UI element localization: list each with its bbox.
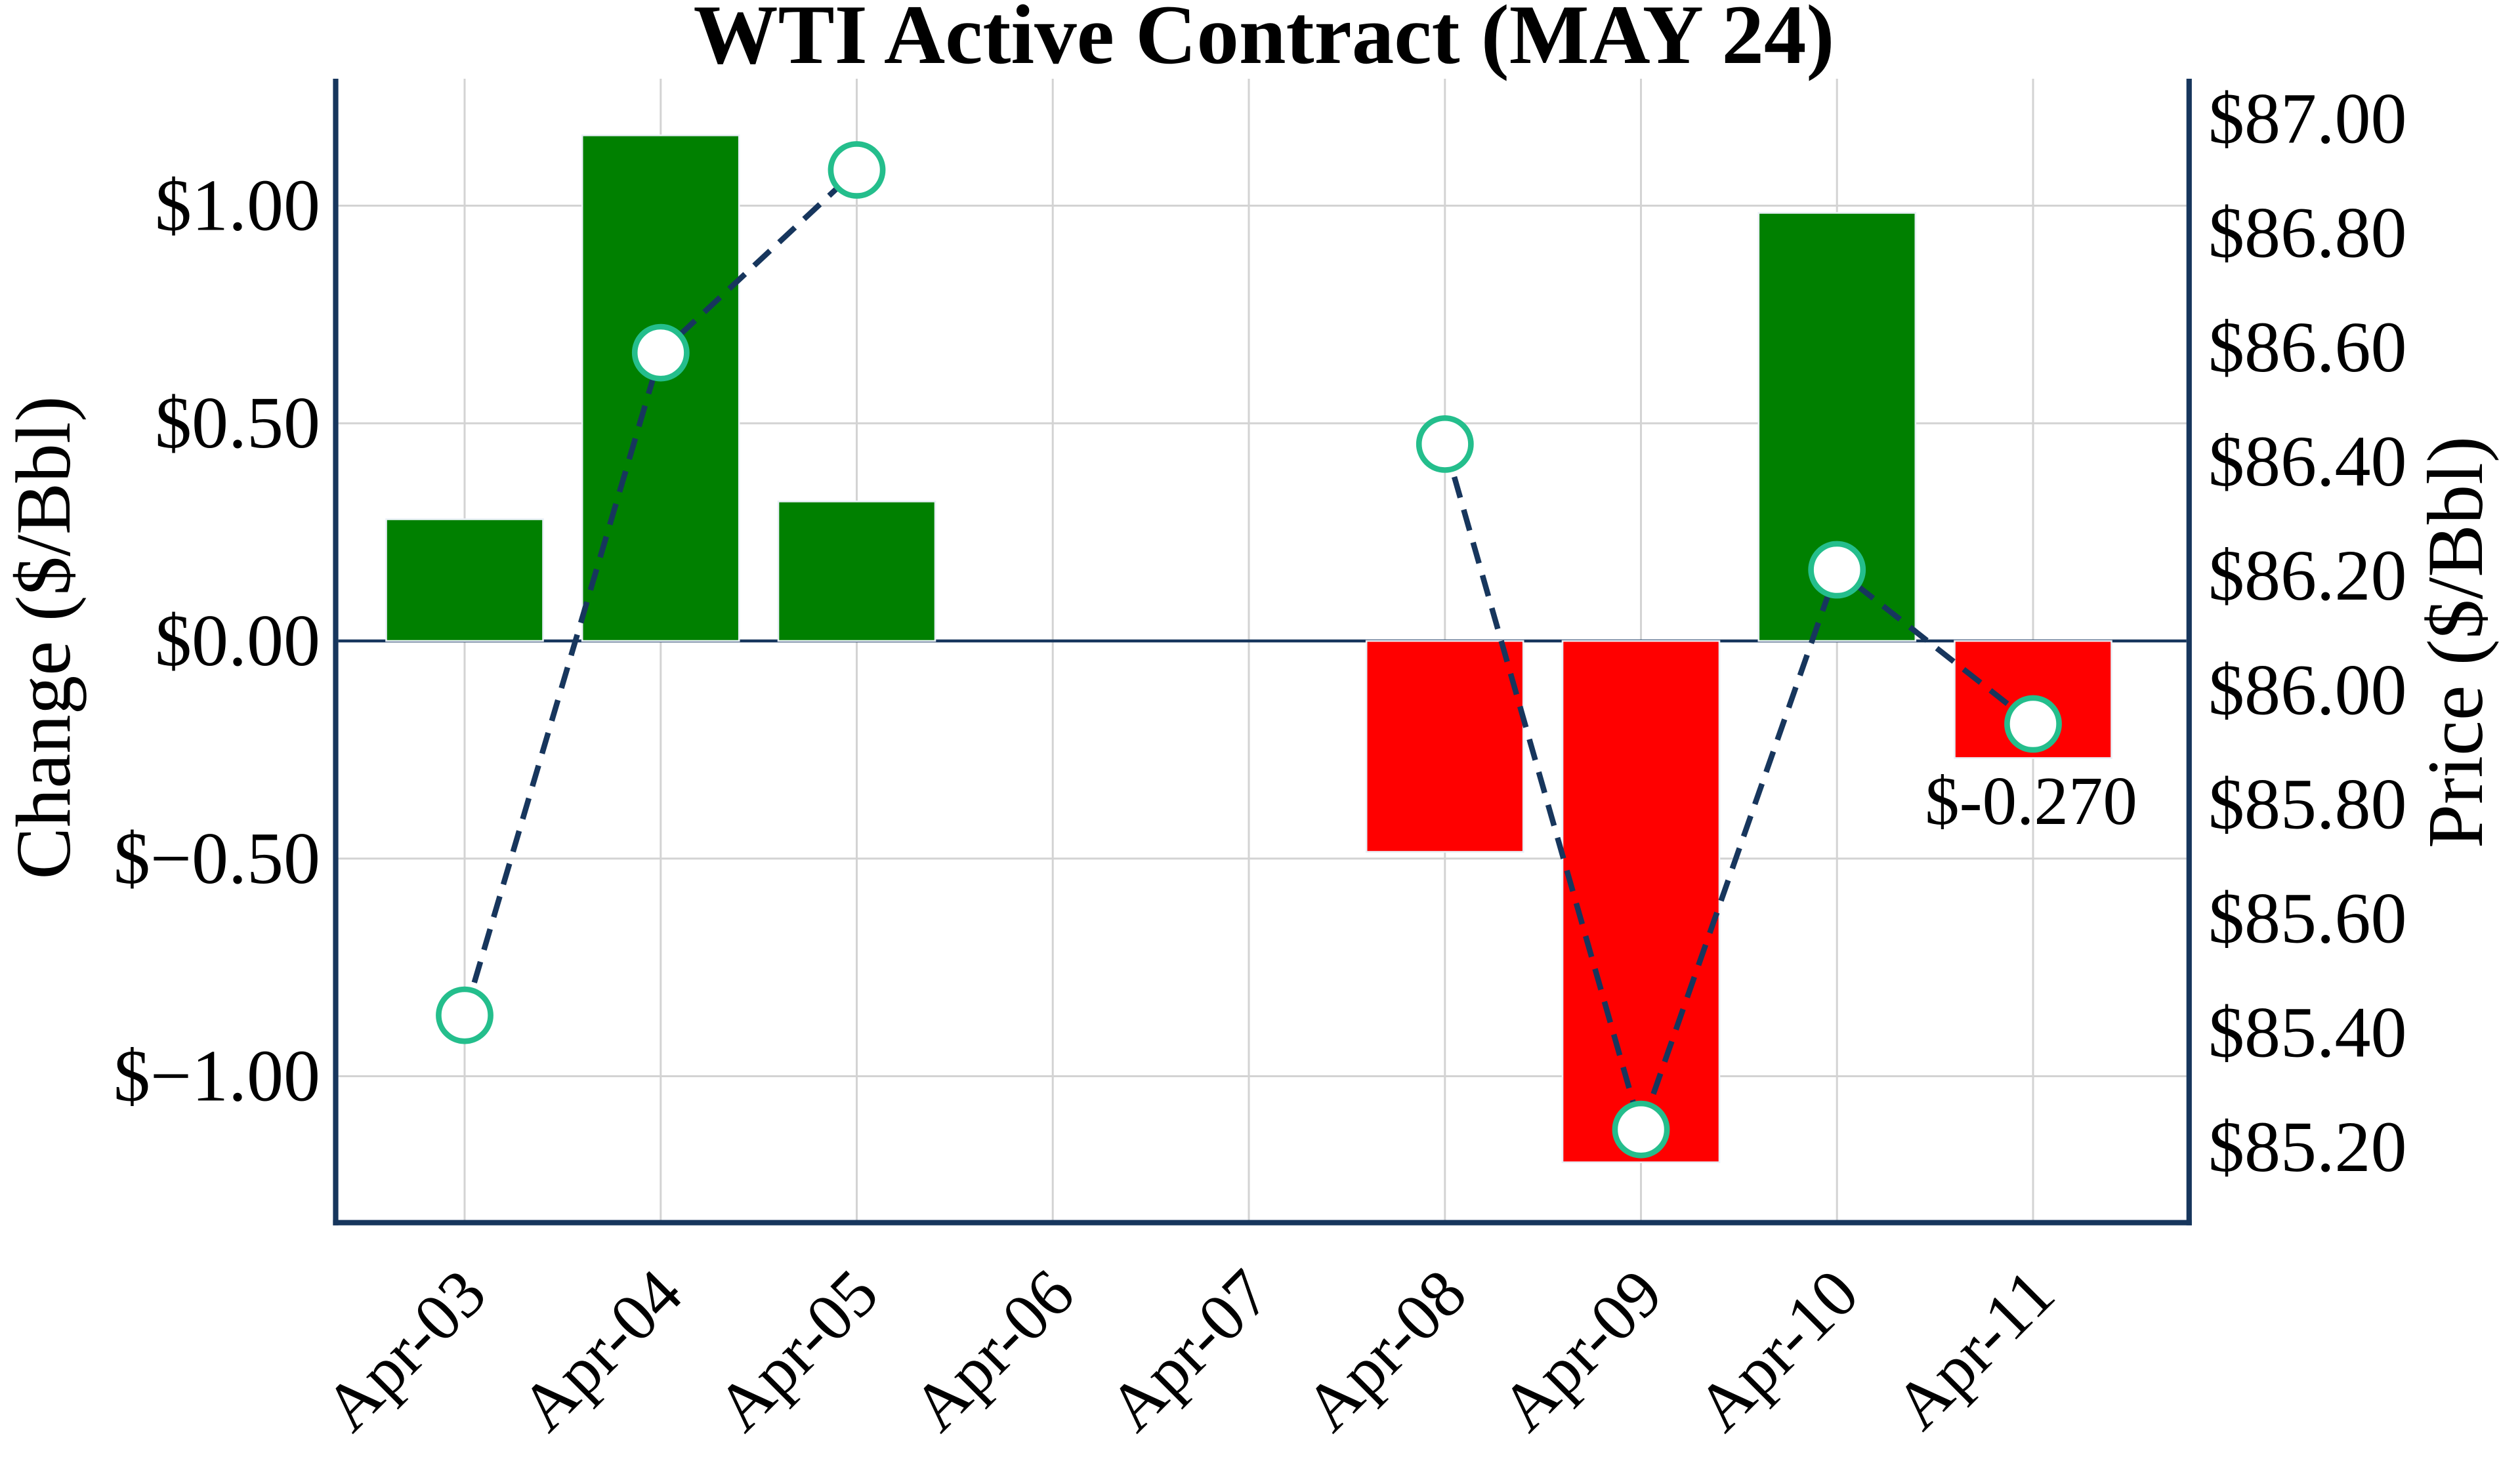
- svg-text:$0.50: $0.50: [155, 382, 320, 464]
- svg-text:$86.20: $86.20: [2208, 535, 2407, 615]
- svg-text:$87.00: $87.00: [2208, 79, 2407, 159]
- svg-text:Price ($/Bbl): Price ($/Bbl): [2412, 436, 2500, 848]
- svg-text:$86.00: $86.00: [2208, 649, 2407, 730]
- svg-text:$−0.50: $−0.50: [114, 818, 320, 899]
- svg-text:$85.80: $85.80: [2208, 764, 2407, 844]
- svg-text:$85.40: $85.40: [2208, 993, 2407, 1073]
- svg-text:WTI Active Contract (MAY 24): WTI Active Contract (MAY 24): [694, 0, 1835, 81]
- svg-text:$86.80: $86.80: [2208, 193, 2407, 273]
- svg-text:$85.60: $85.60: [2208, 878, 2407, 958]
- svg-text:$85.20: $85.20: [2208, 1107, 2407, 1187]
- svg-text:$1.00: $1.00: [155, 165, 320, 247]
- svg-text:$0.00: $0.00: [155, 600, 320, 682]
- svg-text:$86.40: $86.40: [2208, 421, 2407, 501]
- svg-text:$-0.270: $-0.270: [1925, 762, 2137, 839]
- svg-text:$−1.00: $−1.00: [114, 1036, 320, 1117]
- svg-text:$86.60: $86.60: [2208, 307, 2407, 387]
- svg-text:Change ($/Bbl): Change ($/Bbl): [0, 396, 87, 879]
